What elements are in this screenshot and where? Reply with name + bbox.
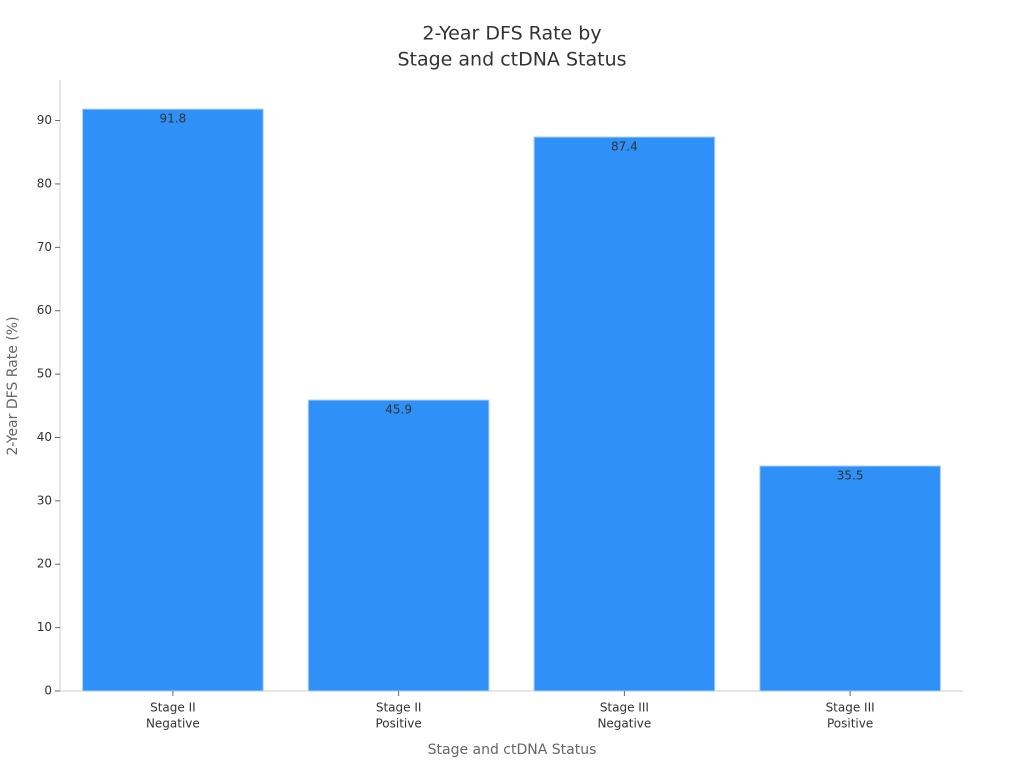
x-tick-label: Negative <box>146 717 200 731</box>
bar <box>759 465 941 692</box>
y-tick-label: 80 <box>37 176 52 190</box>
y-tick-label: 90 <box>37 113 52 127</box>
chart-title: 2-Year DFS Rate by <box>422 23 601 45</box>
y-tick-label: 0 <box>44 684 52 698</box>
bar <box>533 136 716 692</box>
y-tick-label: 70 <box>37 240 52 254</box>
y-tick-label: 50 <box>37 367 52 381</box>
x-tick-label: Stage II <box>150 701 196 715</box>
x-tick-label: Stage II <box>376 701 422 715</box>
y-tick-label: 40 <box>37 430 52 444</box>
y-tick-label: 10 <box>37 620 52 634</box>
y-tick-label: 60 <box>37 303 52 317</box>
x-tick-label: Positive <box>375 717 421 731</box>
value-label: 35.5 <box>837 468 864 482</box>
bar <box>82 108 264 692</box>
y-tick-label: 30 <box>37 493 52 507</box>
chart-title: Stage and ctDNA Status <box>397 49 626 71</box>
x-tick-label: Positive <box>827 717 873 731</box>
y-tick-label: 20 <box>37 557 52 571</box>
value-label: 87.4 <box>611 140 638 154</box>
y-axis-label: 2-Year DFS Rate (%) <box>5 316 21 455</box>
value-label: 45.9 <box>385 403 412 417</box>
x-axis-label: Stage and ctDNA Status <box>428 742 597 758</box>
x-tick-label: Stage III <box>600 701 649 715</box>
bar <box>307 399 490 692</box>
x-tick-label: Stage III <box>826 701 875 715</box>
x-tick-label: Negative <box>597 717 651 731</box>
value-label: 91.8 <box>160 112 187 126</box>
